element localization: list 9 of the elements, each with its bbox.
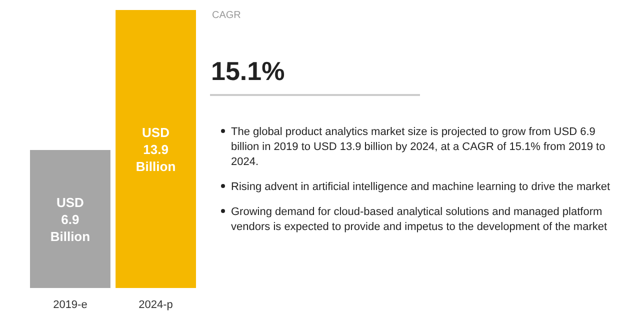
data-label: USD 6.9 Billion [50, 195, 90, 244]
text: The global product analytics market size is projected to grow from USD 6.9 billion in 2019 to USD 13.9 billion by 2024, at a CAGR of 15.1% from 2019 to 2024. [231, 126, 606, 168]
text: Growing demand for cloud-based analytical solutions and managed platform vendors is expected to provide and impetus to the development of the market [231, 206, 608, 233]
x-tick-label: 2019-e [53, 299, 88, 311]
x-tick-label: 2024-p [138, 299, 173, 311]
text: 15.1% [211, 56, 285, 86]
text: Rising advent in artificial intelligence and machine learning to drive the market [231, 181, 610, 193]
data-label: USD 13.9 Billion [136, 125, 176, 174]
text: CAGR [212, 10, 241, 21]
